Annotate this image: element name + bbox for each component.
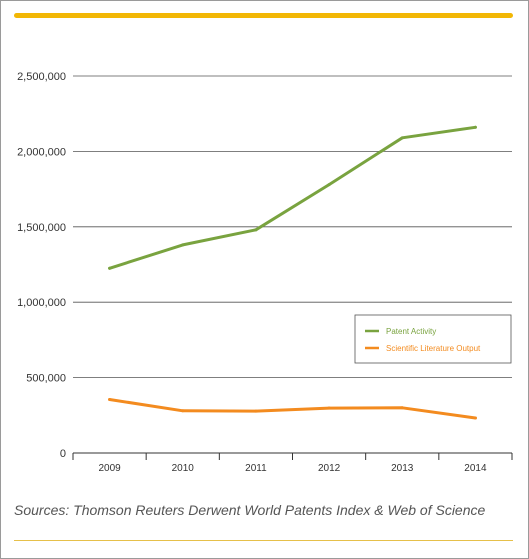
x-tick-label: 2012 <box>318 463 341 474</box>
data-point <box>254 409 258 413</box>
y-tick-label: 2,500,000 <box>17 71 66 83</box>
data-point <box>254 228 258 232</box>
line-chart: 0 500,000 1,000,000 1,500,000 2,000,000 2,500… <box>17 71 513 474</box>
y-tick-label: 0 <box>60 448 66 460</box>
data-point <box>327 406 331 410</box>
y-tick-label: 1,500,000 <box>17 222 66 234</box>
data-point <box>473 125 477 129</box>
x-tick-label: 2009 <box>98 463 121 474</box>
series-line <box>108 398 477 420</box>
x-tick-label: 2011 <box>245 463 267 474</box>
data-point <box>400 136 404 140</box>
bottom-rule <box>14 540 513 541</box>
x-tick-label: 2010 <box>172 463 195 474</box>
series-line <box>108 125 477 270</box>
legend-box <box>354 314 512 364</box>
top-accent-rule <box>14 13 513 18</box>
y-tick-label: 500,000 <box>26 373 66 385</box>
legend-label: Scientific Literature Output <box>386 344 481 353</box>
data-point <box>108 266 112 270</box>
data-point <box>327 183 331 187</box>
source-caption: Sources: Thomson Reuters Derwent World P… <box>14 502 486 518</box>
data-point <box>181 243 185 247</box>
data-point <box>400 406 404 410</box>
data-point <box>181 409 185 413</box>
y-tick-label: 1,000,000 <box>17 297 66 309</box>
x-tick-label: 2013 <box>391 463 414 474</box>
data-point <box>473 416 477 420</box>
y-tick-label: 2,000,000 <box>17 146 66 158</box>
legend-label: Patent Activity <box>386 327 436 336</box>
x-tick-label: 2014 <box>464 463 487 474</box>
data-point <box>108 397 112 401</box>
